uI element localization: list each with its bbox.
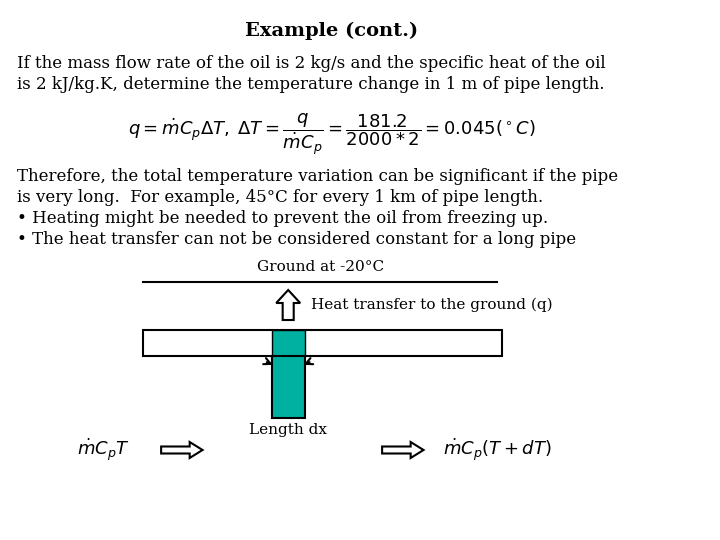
Bar <box>143 330 502 356</box>
Text: If the mass flow rate of the oil is 2 kg/s and the specific heat of the oil: If the mass flow rate of the oil is 2 kg… <box>17 55 606 72</box>
Text: $\dot{m}C_p(T + dT)$: $\dot{m}C_p(T + dT)$ <box>443 437 552 463</box>
Text: Ground at -20°C: Ground at -20°C <box>257 260 384 274</box>
Text: Length dx: Length dx <box>249 423 327 437</box>
Text: Therefore, the total temperature variation can be significant if the pipe: Therefore, the total temperature variati… <box>17 168 618 185</box>
Text: • The heat transfer can not be considered constant for a long pipe: • The heat transfer can not be considere… <box>17 231 576 248</box>
Text: Example (cont.): Example (cont.) <box>245 22 418 40</box>
Bar <box>271 330 305 356</box>
Polygon shape <box>161 442 202 458</box>
Bar <box>271 356 305 418</box>
Text: • Heating might be needed to prevent the oil from freezing up.: • Heating might be needed to prevent the… <box>17 210 548 227</box>
Text: $\dot{m}C_pT$: $\dot{m}C_pT$ <box>77 437 130 463</box>
Text: $q = \dot{m}C_p\Delta T, \; \Delta T = \dfrac{q}{\dot{m}C_p} = \dfrac{181.2}{200: $q = \dot{m}C_p\Delta T, \; \Delta T = \… <box>127 112 535 158</box>
Polygon shape <box>276 290 300 320</box>
Text: is very long.  For example, 45°C for every 1 km of pipe length.: is very long. For example, 45°C for ever… <box>17 189 543 206</box>
Polygon shape <box>382 442 423 458</box>
Text: is 2 kJ/kg.K, determine the temperature change in 1 m of pipe length.: is 2 kJ/kg.K, determine the temperature … <box>17 76 604 93</box>
Text: Heat transfer to the ground (q): Heat transfer to the ground (q) <box>311 298 553 312</box>
